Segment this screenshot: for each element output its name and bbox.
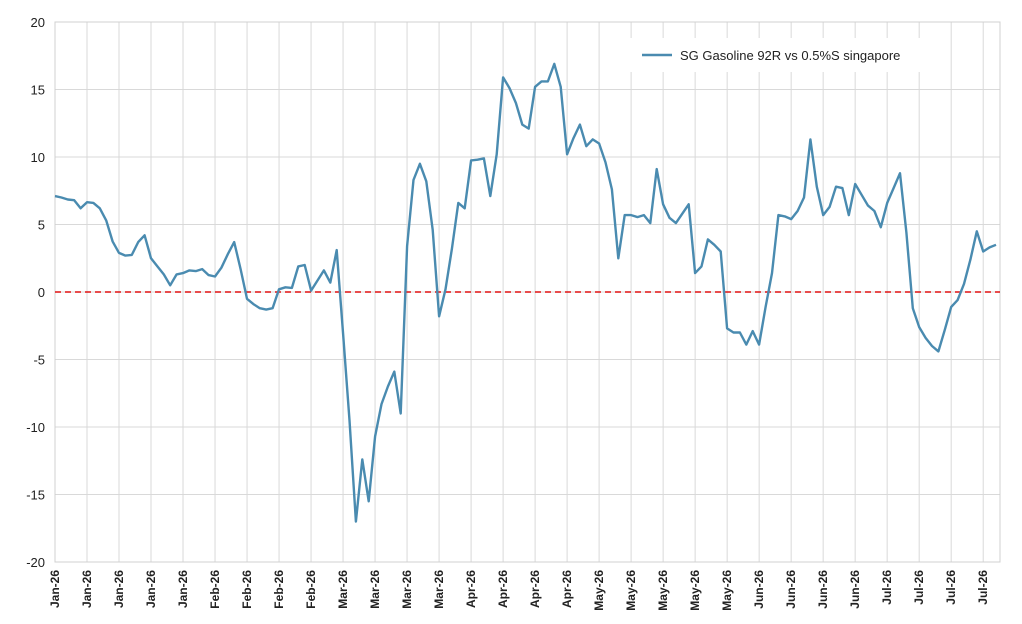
x-tick-label: Apr-26 — [464, 570, 478, 608]
series-line — [54, 62, 997, 523]
x-tick-label: May-26 — [624, 570, 638, 611]
y-tick-label: 5 — [38, 218, 45, 233]
x-tick-label: Jan-26 — [48, 570, 62, 608]
x-tick-label: Mar-26 — [336, 570, 350, 609]
x-tick-label: May-26 — [592, 570, 606, 611]
y-tick-label: 15 — [31, 83, 45, 98]
x-tick-label: Mar-26 — [400, 570, 414, 609]
y-tick-label: -5 — [33, 353, 45, 368]
y-tick-label: 0 — [38, 285, 45, 300]
x-tick-label: Jun-26 — [816, 570, 830, 609]
x-tick-label: Apr-26 — [560, 570, 574, 608]
x-tick-label: Jul-26 — [976, 570, 990, 605]
x-tick-label: Feb-26 — [272, 570, 286, 609]
y-tick-label: -20 — [26, 555, 45, 570]
x-tick-label: May-26 — [656, 570, 670, 611]
x-tick-label: Mar-26 — [368, 570, 382, 609]
x-tick-label: Jun-26 — [752, 570, 766, 609]
y-tick-label: -10 — [26, 420, 45, 435]
x-tick-label: Jul-26 — [944, 570, 958, 605]
x-tick-label: May-26 — [688, 570, 702, 611]
y-tick-label: -15 — [26, 488, 45, 503]
x-tick-label: Jan-26 — [144, 570, 158, 608]
x-tick-label: Jul-26 — [880, 570, 894, 605]
x-tick-label: Feb-26 — [304, 570, 318, 609]
x-tick-label: Jun-26 — [848, 570, 862, 609]
legend-box — [628, 38, 928, 72]
x-tick-label: Feb-26 — [208, 570, 222, 609]
x-tick-label: May-26 — [720, 570, 734, 611]
x-tick-label: Mar-26 — [432, 570, 446, 609]
legend-label: SG Gasoline 92R vs 0.5%S singapore — [680, 48, 900, 63]
x-tick-label: Jan-26 — [80, 570, 94, 608]
x-tick-label: Feb-26 — [240, 570, 254, 609]
x-tick-label: Jan-26 — [112, 570, 126, 608]
x-tick-label: Apr-26 — [496, 570, 510, 608]
y-tick-label: 10 — [31, 150, 45, 165]
y-tick-label: 20 — [31, 15, 45, 30]
x-tick-label: Jul-26 — [912, 570, 926, 605]
x-tick-label: Apr-26 — [528, 570, 542, 608]
x-tick-label: Jan-26 — [176, 570, 190, 608]
x-tick-label: Jun-26 — [784, 570, 798, 609]
